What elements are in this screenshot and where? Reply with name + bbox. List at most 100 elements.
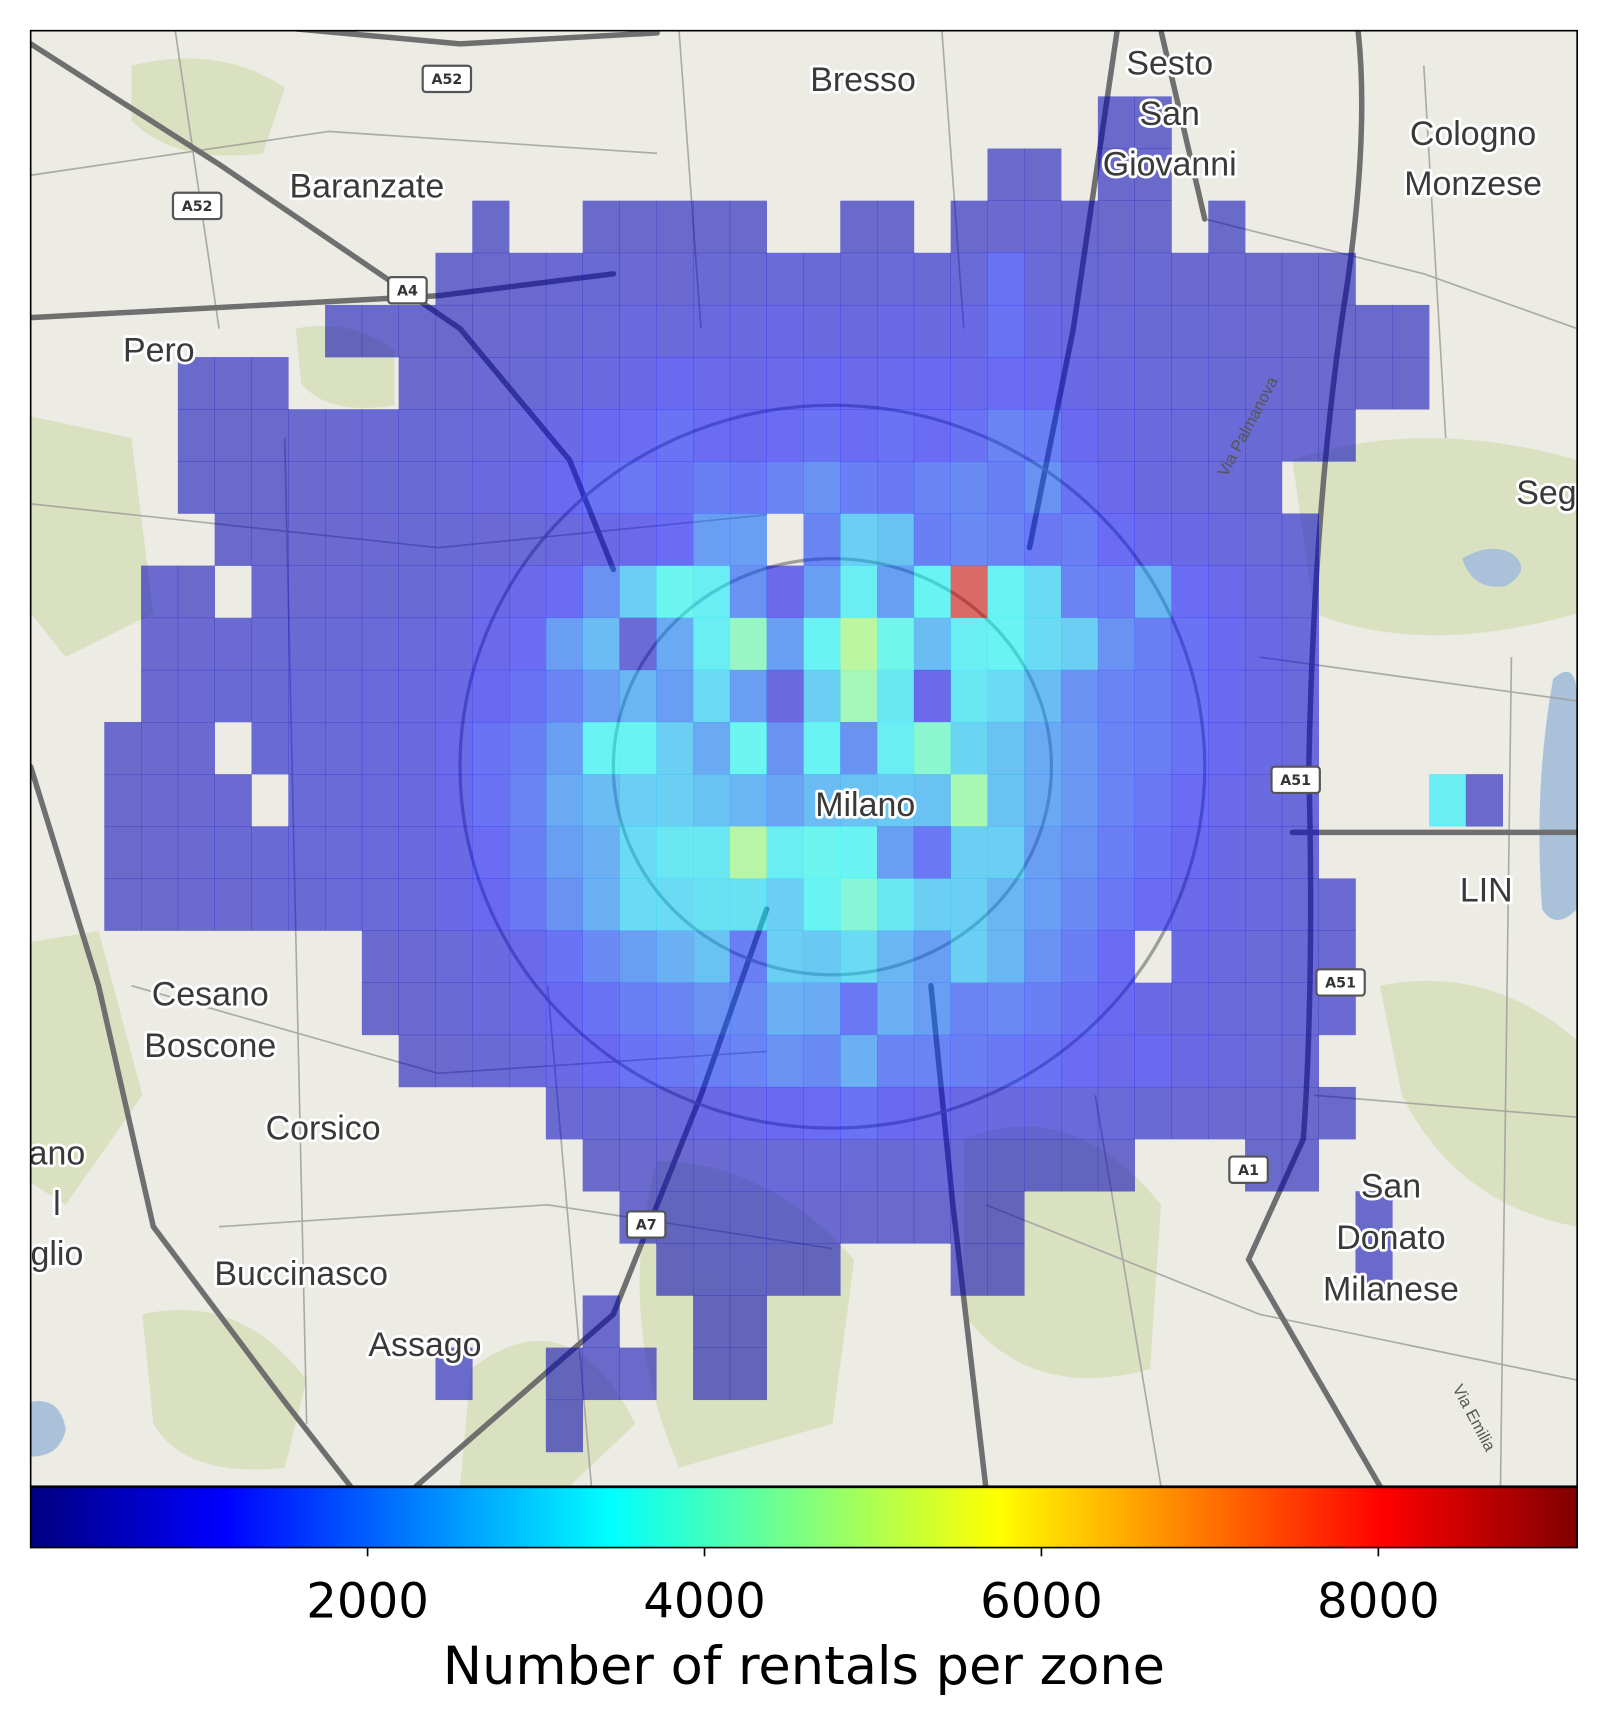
zone-cell bbox=[1061, 513, 1099, 566]
zone-cell bbox=[545, 617, 583, 671]
zone-cell bbox=[1134, 513, 1172, 566]
zone-cell bbox=[545, 1399, 583, 1453]
zone-cell bbox=[1245, 982, 1283, 1036]
zone-cell bbox=[803, 252, 841, 306]
zone-cell bbox=[177, 357, 215, 410]
zone-cell bbox=[619, 1347, 657, 1401]
zone-cell bbox=[509, 357, 547, 410]
road-shield bbox=[625, 1210, 667, 1239]
zone-cell bbox=[1061, 1139, 1099, 1192]
zone-cell bbox=[619, 1139, 657, 1192]
place-label: Sesto bbox=[1126, 45, 1213, 83]
zone-cell bbox=[398, 409, 436, 462]
zone-cell bbox=[656, 1139, 694, 1192]
place-label: Donato bbox=[1336, 1219, 1445, 1257]
zone-cell bbox=[398, 1034, 436, 1088]
zone-cell bbox=[509, 721, 547, 775]
zone-cell bbox=[1134, 461, 1172, 514]
zone-cell bbox=[619, 982, 657, 1036]
zone-cell bbox=[545, 826, 583, 879]
zone-cell bbox=[1245, 1086, 1283, 1140]
zone-cell bbox=[435, 513, 473, 566]
zone-cell bbox=[1281, 357, 1319, 410]
zone-cell bbox=[1171, 774, 1209, 827]
zone-cell bbox=[325, 409, 363, 462]
zone-cell bbox=[803, 878, 841, 931]
zone-cell bbox=[656, 617, 694, 671]
zone-cell bbox=[840, 1086, 878, 1140]
zone-cell bbox=[1097, 304, 1135, 358]
zone-cell bbox=[729, 252, 767, 306]
zone-cell bbox=[177, 565, 215, 619]
zone-cell bbox=[1281, 252, 1319, 306]
zone-cell bbox=[656, 1243, 694, 1296]
place-label: l bbox=[53, 1185, 61, 1223]
zone-cell bbox=[729, 1295, 767, 1348]
place-label: Milano bbox=[815, 786, 915, 824]
zone-cell bbox=[435, 461, 473, 514]
zone-cell bbox=[361, 461, 399, 514]
zone-cell bbox=[1208, 200, 1246, 254]
zone-cell bbox=[1024, 200, 1062, 254]
zone-cell bbox=[1281, 669, 1319, 723]
zone-cell bbox=[1208, 513, 1246, 566]
zone-cell bbox=[398, 513, 436, 566]
colorbar bbox=[29, 1486, 1578, 1549]
zone-cell bbox=[693, 513, 731, 566]
zone-cell bbox=[656, 930, 694, 983]
zone-cell bbox=[361, 826, 399, 879]
zone-cell bbox=[1245, 669, 1283, 723]
zone-cell bbox=[251, 409, 289, 462]
zone-cell bbox=[656, 878, 694, 931]
zone-cell bbox=[104, 721, 142, 775]
colorbar-tick-label: 8000 bbox=[1317, 1574, 1440, 1630]
zone-cell bbox=[1208, 1086, 1246, 1140]
zone-cell bbox=[729, 357, 767, 410]
road-shield bbox=[387, 276, 428, 305]
zone-cell bbox=[877, 774, 915, 827]
place-label: LIN bbox=[1460, 872, 1513, 910]
zone-cell bbox=[987, 565, 1025, 619]
zone-cell bbox=[1061, 930, 1099, 983]
zone-cell bbox=[987, 774, 1025, 827]
zone-cell bbox=[1171, 409, 1209, 462]
zone-cell bbox=[582, 1295, 620, 1348]
zone-cell bbox=[545, 878, 583, 931]
zone-cell bbox=[177, 409, 215, 462]
zone-cell bbox=[1392, 304, 1430, 358]
zone-cell bbox=[1245, 304, 1283, 358]
zone-cell bbox=[913, 826, 951, 879]
zone-cell bbox=[729, 513, 767, 566]
zone-cell bbox=[398, 878, 436, 931]
zone-cell bbox=[656, 409, 694, 462]
colorbar-tick-label: 4000 bbox=[643, 1574, 766, 1630]
zone-cell bbox=[1134, 721, 1172, 775]
zone-cell bbox=[840, 513, 878, 566]
zone-cell bbox=[1134, 357, 1172, 410]
zone-cell bbox=[1024, 982, 1062, 1036]
road-shield bbox=[1228, 1155, 1269, 1184]
zone-cell bbox=[435, 565, 473, 619]
place-label: ano bbox=[29, 1134, 86, 1172]
zone-cell bbox=[913, 252, 951, 306]
zone-cell bbox=[656, 774, 694, 827]
zone-cell bbox=[1134, 409, 1172, 462]
zone-cell bbox=[987, 617, 1025, 671]
zone-cell bbox=[729, 565, 767, 619]
zone-cell bbox=[693, 304, 731, 358]
zone-cell bbox=[1171, 565, 1209, 619]
zone-cell bbox=[509, 669, 547, 723]
zone-cell bbox=[1134, 200, 1172, 254]
zone-cell bbox=[1024, 617, 1062, 671]
zone-cell bbox=[509, 1034, 547, 1088]
zone-cell bbox=[729, 461, 767, 514]
zone-cell bbox=[325, 878, 363, 931]
zone-cell bbox=[582, 617, 620, 671]
zone-cell bbox=[251, 617, 289, 671]
zone-cell bbox=[987, 461, 1025, 514]
zone-cell bbox=[509, 982, 547, 1036]
zone-cell bbox=[1245, 513, 1283, 566]
road-label: A4 bbox=[397, 283, 418, 299]
zone-cell bbox=[950, 1243, 988, 1296]
zone-cell bbox=[1171, 617, 1209, 671]
